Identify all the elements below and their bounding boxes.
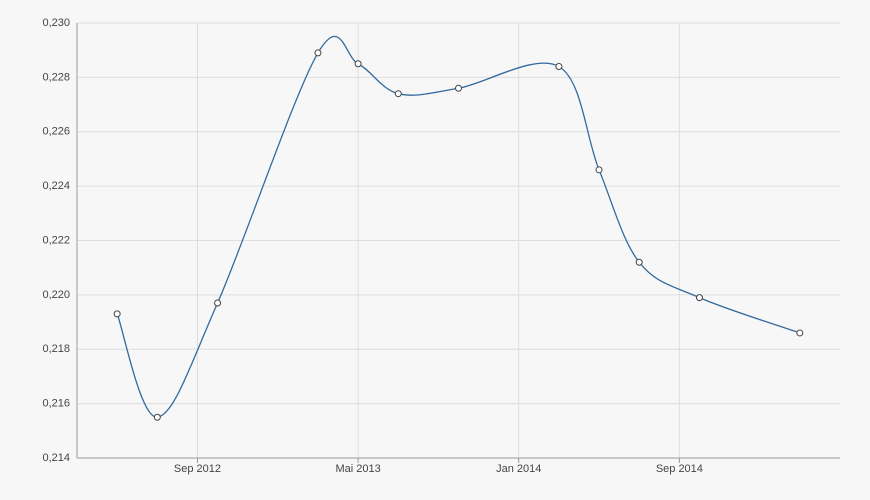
point (354, 60, 362, 68)
point (314, 49, 322, 57)
x-tick-label: Mai 2013 (335, 463, 380, 475)
point (455, 84, 462, 92)
point (394, 90, 402, 98)
point (796, 329, 804, 337)
point (113, 310, 121, 318)
point (555, 63, 563, 70)
y-tick-label: 0,222 (42, 234, 70, 246)
y-tick-label: 0,214 (42, 452, 70, 464)
point (214, 299, 222, 307)
x-tick-label: Sep 2014 (656, 463, 703, 475)
y-tick-label: 0,220 (42, 289, 70, 301)
y-tick-label: 0,218 (42, 343, 70, 355)
y-tick-label: 0,230 (42, 17, 70, 29)
y-tick-label: 0,216 (42, 398, 70, 410)
point (695, 294, 703, 302)
point (595, 166, 603, 174)
x-tick-label: Jan 2014 (496, 463, 541, 475)
y-tick-label: 0,226 (42, 126, 70, 138)
y-tick-label: 0,228 (42, 71, 70, 83)
x-tick-label: Sep 2012 (174, 463, 221, 475)
point (635, 258, 643, 266)
y-tick-label: 0,224 (42, 180, 70, 192)
point (153, 413, 161, 421)
